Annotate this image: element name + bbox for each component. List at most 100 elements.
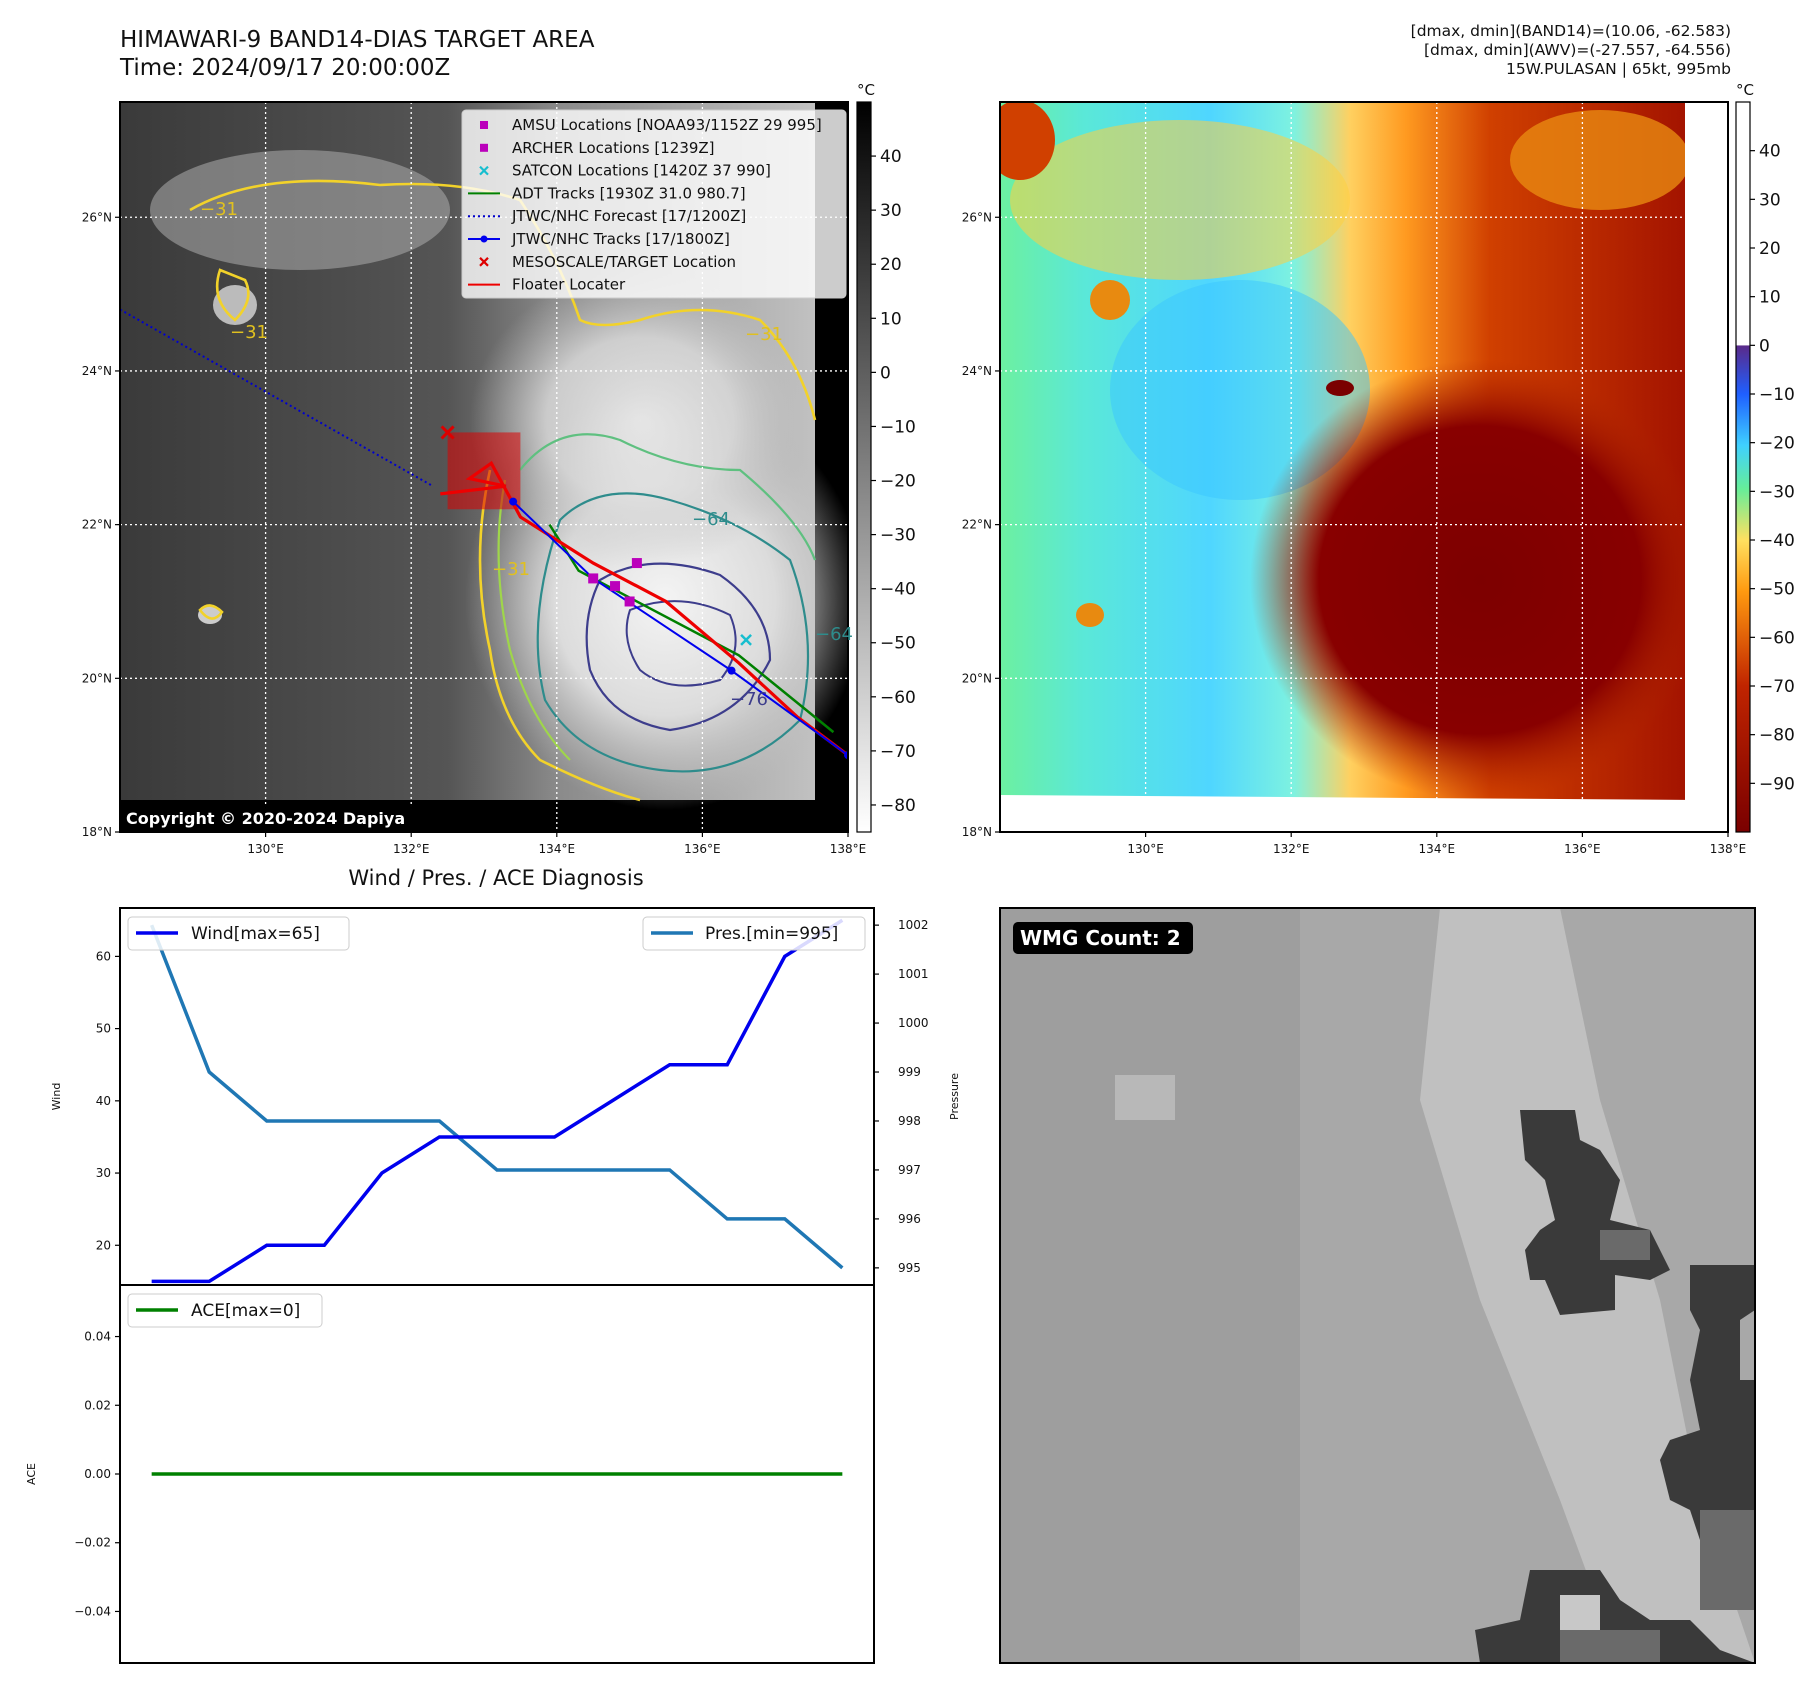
diagnosis-title: Wind / Pres. / ACE Diagnosis — [348, 866, 643, 890]
x-tick-label: 136°E — [684, 842, 721, 856]
wmg-gray-patch — [1600, 1230, 1650, 1260]
colorbar-label: −80 — [880, 796, 916, 816]
contour-neg31-west — [478, 469, 641, 802]
wind-tick-label: 40 — [96, 1094, 111, 1108]
x-tick-label: 132°E — [393, 842, 430, 856]
y-tick-label: 20°N — [962, 671, 992, 685]
contour-label: −64 — [692, 509, 730, 530]
wind-legend-box — [127, 916, 350, 951]
pressure-line — [150, 924, 844, 1270]
contour-neg76 — [585, 562, 772, 732]
storm-info: 15W.PULASAN | 65kt, 995mb — [1505, 60, 1731, 78]
jtwc-track-point — [509, 497, 518, 506]
wind-pressure-plot: 20 30 40 50 60 995 996 997 998 999 1000 1001 1002 Win… — [50, 916, 961, 1284]
copyright-text: Copyright © 2020-2024 Dapiya — [126, 809, 405, 828]
awv-frame — [999, 101, 1729, 833]
colorbar-label: −90 — [1759, 774, 1795, 794]
amsu-point — [631, 558, 642, 569]
awv-axes: 130°E 132°E 134°E 136°E 138°E 18°N 20°N 22°N 24°… — [962, 210, 1747, 856]
pressure-tick-label: 996 — [898, 1212, 921, 1226]
awv-panel: 130°E 132°E 134°E 136°E 138°E 18°N 20°N 22°N 24°… — [962, 81, 1795, 856]
legend-marker — [480, 121, 488, 129]
wmg-count-label: WMG Count: 2 — [1020, 926, 1181, 950]
adt-track-line — [548, 523, 835, 734]
legend-entry: JTWC/NHC Forecast [17/1200Z] — [511, 207, 746, 225]
band14-colorbar: °C 40 30 20 10 0 −10 −20 −30 −40 −50 −60 −70 −80 — [856, 81, 916, 833]
awv-cell-sw — [1076, 603, 1104, 627]
ace-tick-label: 0.02 — [84, 1398, 111, 1412]
awv-moist-band — [1010, 120, 1350, 280]
colorbar-label: 30 — [880, 201, 902, 221]
contour-neg64 — [536, 492, 810, 773]
wmg-dark-region-3 — [1475, 1570, 1755, 1663]
target-marker — [440, 425, 455, 440]
awv-storm-core — [1250, 360, 1710, 800]
x-tick-label: 136°E — [1564, 842, 1601, 856]
legend-entry: JTWC/NHC Tracks [17/1800Z] — [511, 230, 730, 248]
wmg-panel: WMG Count: 2 — [999, 907, 1756, 1664]
ace-legend-box — [127, 1293, 323, 1328]
ace-legend-label: ACE[max=0] — [191, 1301, 300, 1321]
colorbar-label: 20 — [1759, 239, 1781, 259]
stats-block: [dmax, dmin](BAND14)=(10.06, -62.583) [d… — [1411, 22, 1731, 79]
ace-tick-label: −0.04 — [74, 1604, 111, 1618]
wind-pressure-panel: Wind / Pres. / ACE Diagnosis 20 30 40 50 60 9… — [50, 866, 961, 1286]
wmg-count-box — [1013, 922, 1193, 954]
wmg-west — [1000, 908, 1300, 1663]
y-tick-label: 22°N — [82, 518, 112, 532]
contour-neg31-small — [198, 604, 224, 620]
ace-tick-label: 0.04 — [84, 1330, 111, 1344]
ace-plot: 0.04 0.02 0.00 −0.02 −0.04 ACE ACE[max=0] — [25, 1293, 843, 1618]
colorbar-label: −20 — [880, 472, 916, 492]
ace-tick-label: −0.02 — [74, 1536, 111, 1550]
colorbar-label: −70 — [1759, 677, 1795, 697]
y-tick-label: 24°N — [962, 364, 992, 378]
y-tick-label: 26°N — [82, 210, 112, 224]
y-tick-label: 18°N — [82, 825, 112, 839]
ace-tick-label: 0.00 — [84, 1467, 111, 1481]
colorbar-label: −50 — [1759, 580, 1795, 600]
contour-mid-green — [497, 479, 571, 761]
ace-panel: 0.04 0.02 0.00 −0.02 −0.04 ACE ACE[max=0] — [25, 1284, 875, 1664]
colorbar-label: −80 — [1759, 726, 1795, 746]
colorbar-label: 40 — [880, 147, 902, 167]
pressure-legend-box — [642, 916, 866, 951]
awv-ne-cell — [1510, 110, 1690, 210]
legend-entry: SATCON Locations [1420Z 37 990] — [512, 162, 771, 180]
colorbar-label: 10 — [1759, 288, 1781, 308]
colorbar-label: −70 — [880, 742, 916, 762]
colorbar-label: −60 — [880, 688, 916, 708]
cloud-mass-north — [470, 270, 810, 570]
wmg-dark-region-2 — [1660, 1265, 1755, 1540]
x-tick-label: 130°E — [1127, 842, 1164, 856]
awv-small-cell — [1090, 280, 1130, 320]
colorbar-unit: °C — [857, 81, 875, 99]
y-tick-label: 24°N — [82, 364, 112, 378]
cloud-cell-small — [198, 606, 222, 624]
wind-tick-label: 50 — [96, 1022, 111, 1036]
colorbar-label: 0 — [880, 363, 891, 383]
y-tick-label: 18°N — [962, 825, 992, 839]
legend-box — [461, 109, 847, 299]
awv-image — [1000, 102, 1728, 832]
band14-markers — [120, 308, 848, 760]
wmg-dark-region-1 — [1520, 1110, 1670, 1315]
wmg-gray-east — [1700, 1510, 1755, 1610]
pressure-tick-label: 1002 — [898, 918, 929, 932]
archer-point — [588, 573, 599, 584]
contour-inner — [625, 600, 737, 687]
cloud-band-north — [150, 150, 450, 270]
legend-entry: Floater Locater — [512, 276, 626, 294]
ace-axis-label: ACE — [25, 1463, 38, 1485]
pressure-axis-label: Pressure — [948, 1073, 961, 1120]
copyright-box — [121, 804, 431, 831]
band14-axes: 130°E 132°E 134°E 136°E 138°E 18°N 20°N 22°N 24°… — [82, 210, 867, 856]
colorbar-label: −30 — [880, 526, 916, 546]
x-tick-label: 132°E — [1273, 842, 1310, 856]
awv-cell-center — [1326, 380, 1354, 396]
colorbar-label: −40 — [880, 580, 916, 600]
colorbar-bar — [856, 101, 872, 833]
colorbar-label: −20 — [1759, 434, 1795, 454]
